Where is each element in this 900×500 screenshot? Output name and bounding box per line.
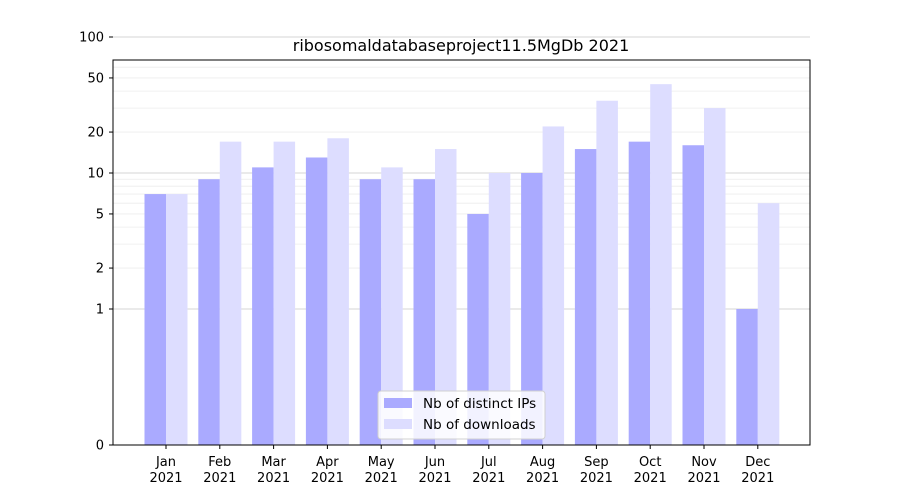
bar-downloads <box>166 194 188 445</box>
legend: Nb of distinct IPs Nb of downloads <box>377 390 546 440</box>
bars <box>144 84 780 446</box>
bar-downloads <box>650 84 672 446</box>
bar-distinct-ips <box>628 141 651 446</box>
x-tick-label-month: Sep <box>584 455 609 470</box>
bar-distinct-ips <box>252 167 274 445</box>
bar-downloads <box>381 167 403 445</box>
x-tick-label-month: Aug <box>530 455 555 470</box>
x-tick-label-year: 2021 <box>418 471 451 486</box>
bar-distinct-ips <box>521 173 543 445</box>
plot-frame <box>112 59 811 446</box>
bar-distinct-ips <box>144 194 166 445</box>
x-tick-label-year: 2021 <box>526 471 559 486</box>
x-tick-label-month: Jun <box>424 455 445 470</box>
y-tick-label: 2 <box>96 262 104 277</box>
bar-downloads <box>219 141 242 446</box>
bar-distinct-ips <box>682 145 704 445</box>
x-tick-label-month: Oct <box>639 455 661 470</box>
x-tick-label-month: Jul <box>480 455 497 470</box>
bar-downloads <box>273 141 296 446</box>
x-tick-label-year: 2021 <box>741 471 774 486</box>
x-tick-label-month: May <box>368 455 395 470</box>
bar-downloads <box>327 138 349 445</box>
bar-distinct-ips <box>198 179 220 445</box>
x-tick-label-month: Mar <box>261 455 286 470</box>
legend-swatch <box>384 419 412 429</box>
x-tick-label-month: Jan <box>155 455 176 470</box>
x-tick-label-year: 2021 <box>634 471 667 486</box>
x-axis: Jan2021Feb2021Mar2021Apr2021May2021Jun20… <box>149 445 774 486</box>
bar-distinct-ips <box>359 179 382 445</box>
bar-distinct-ips <box>574 149 597 446</box>
y-tick-label: 1 <box>96 303 104 318</box>
bar-downloads <box>542 126 565 446</box>
bar-downloads <box>757 203 780 445</box>
chart-title: ribosomaldatabaseproject11.5MgDb 2021 <box>293 36 630 55</box>
y-tick-label: 0 <box>96 439 104 454</box>
bar-downloads <box>435 149 457 446</box>
x-tick-label-year: 2021 <box>203 471 236 486</box>
x-tick-label-year: 2021 <box>365 471 398 486</box>
bar-downloads <box>704 108 726 445</box>
legend-label: Nb of downloads <box>423 417 536 433</box>
bar-distinct-ips <box>467 213 489 445</box>
legend-box <box>377 390 546 440</box>
y-tick-label: 20 <box>87 126 104 141</box>
bar-distinct-ips <box>736 309 758 445</box>
x-tick-label-month: Apr <box>316 455 339 470</box>
x-tick-label-month: Dec <box>745 455 770 470</box>
y-tick-label: 5 <box>96 207 104 222</box>
y-tick-label: 100 <box>79 31 104 46</box>
x-tick-label-year: 2021 <box>257 471 290 486</box>
bar-downloads <box>488 173 511 445</box>
x-tick-label-year: 2021 <box>311 471 344 486</box>
x-tick-label-year: 2021 <box>580 471 613 486</box>
legend-swatch <box>384 398 412 408</box>
bar-distinct-ips <box>413 179 435 445</box>
legend-label: Nb of distinct IPs <box>423 396 536 412</box>
y-tick-label: 50 <box>87 71 104 86</box>
x-tick-label-month: Nov <box>691 455 717 470</box>
y-tick-label: 10 <box>87 167 104 182</box>
x-tick-label-month: Feb <box>208 455 231 470</box>
x-tick-label-year: 2021 <box>472 471 505 486</box>
x-tick-label-year: 2021 <box>149 471 182 486</box>
y-axis: 0 1 2 5 10 20 50 100 <box>79 31 113 454</box>
x-tick-label-year: 2021 <box>687 471 720 486</box>
bar-downloads <box>596 100 618 445</box>
bar-distinct-ips <box>305 157 328 445</box>
